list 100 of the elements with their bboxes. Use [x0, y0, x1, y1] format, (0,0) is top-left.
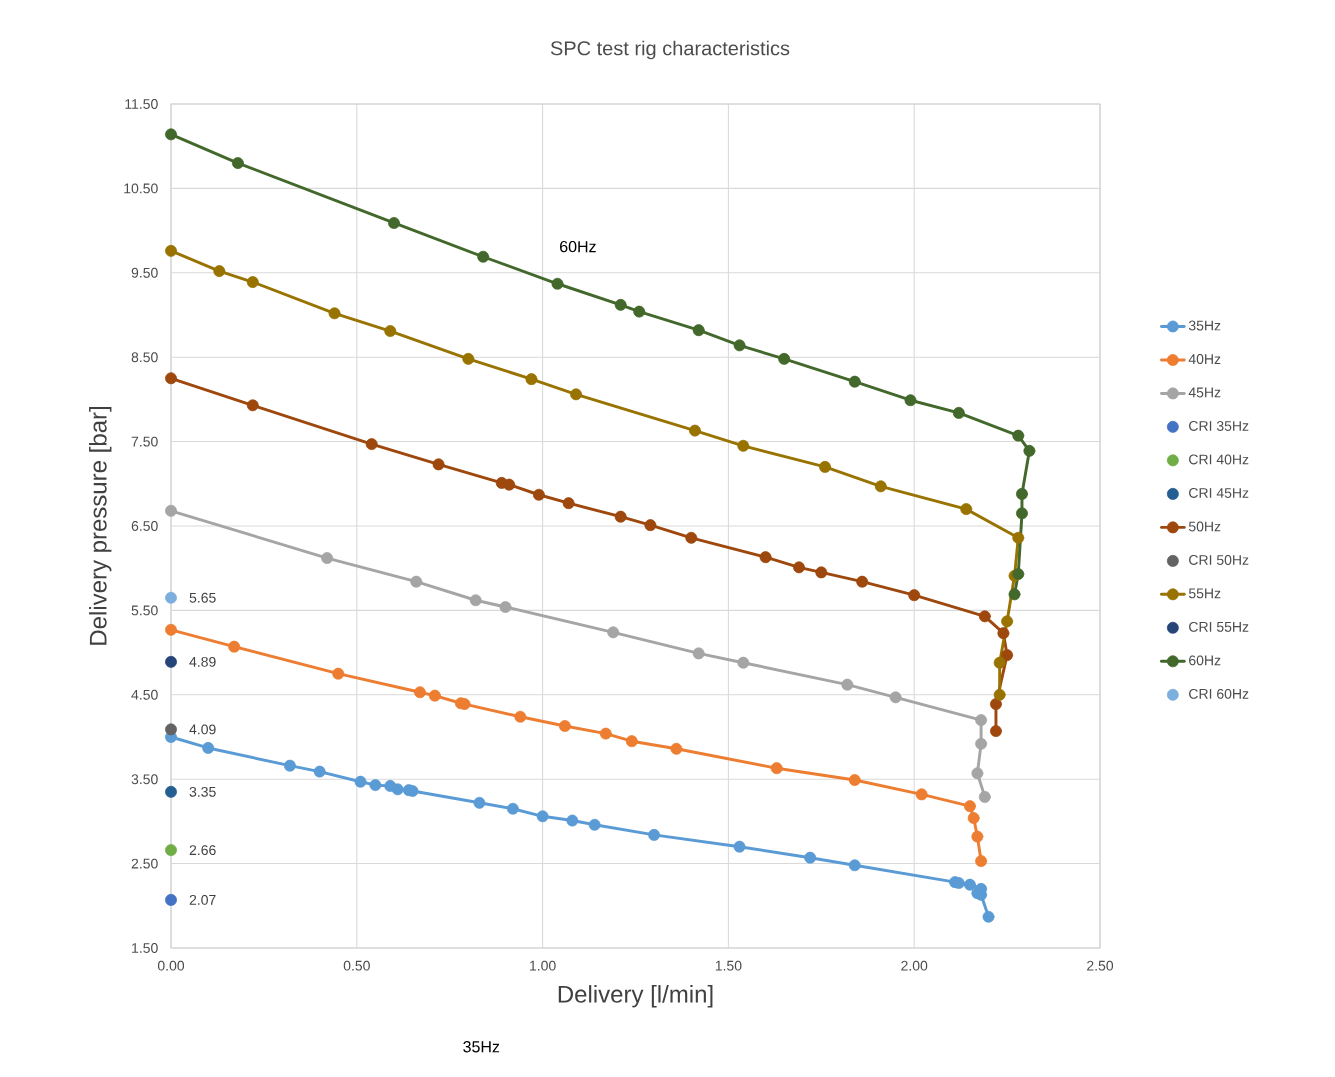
point [432, 458, 445, 471]
legend-label: 40Hz [1188, 354, 1221, 365]
point [228, 640, 241, 653]
point [321, 552, 334, 564]
point [978, 610, 991, 623]
point [904, 394, 917, 407]
point [778, 352, 791, 365]
point [815, 566, 828, 579]
point [793, 561, 805, 574]
point [978, 790, 991, 803]
x-tick-label: 1.50 [715, 960, 742, 971]
point [819, 460, 831, 473]
point [975, 714, 988, 727]
point [391, 783, 404, 796]
point [213, 265, 226, 278]
point [1008, 588, 1021, 601]
point [975, 737, 988, 750]
point [165, 844, 177, 857]
point [848, 774, 861, 786]
point [506, 802, 519, 815]
point [990, 698, 1002, 711]
x-tick-label: 0.50 [343, 960, 370, 971]
point [737, 439, 750, 452]
x-axis-title: Delivery [l/min] [558, 985, 713, 1008]
point [246, 276, 259, 289]
point [473, 796, 486, 809]
y-tick-label: 5.50 [131, 605, 158, 616]
legend-label: CRI 40Hz [1189, 454, 1249, 465]
point [514, 710, 527, 723]
point [384, 325, 397, 337]
point [607, 626, 620, 639]
point [614, 510, 627, 523]
point [1012, 429, 1025, 442]
point [993, 656, 1006, 669]
point [908, 589, 921, 602]
point [328, 307, 341, 320]
point [971, 767, 984, 780]
point [964, 800, 976, 813]
point [874, 480, 887, 493]
x-tick-label: 2.50 [1087, 960, 1114, 971]
point [428, 689, 441, 702]
legend-label: 55Hz [1188, 588, 1221, 599]
point [503, 478, 516, 491]
point [499, 601, 512, 613]
point [551, 277, 564, 290]
point [952, 406, 965, 419]
point [562, 497, 575, 510]
point [960, 503, 973, 516]
chart-title: SPC test rig characteristics [550, 40, 790, 60]
point [644, 519, 657, 532]
point [599, 727, 612, 740]
point [536, 810, 549, 823]
point [971, 830, 984, 843]
y-tick-label: 4.50 [131, 689, 158, 700]
y-tick-label: 10.50 [124, 183, 158, 194]
point [369, 779, 382, 792]
point [525, 373, 538, 386]
point [856, 575, 869, 588]
point [1012, 568, 1025, 581]
point [648, 828, 661, 841]
point [889, 691, 902, 704]
point [202, 742, 215, 754]
point [975, 855, 988, 867]
point [231, 157, 244, 170]
point [804, 851, 817, 864]
point [313, 765, 326, 778]
point [1001, 649, 1014, 662]
legend-label: 45Hz [1188, 387, 1221, 398]
point [737, 656, 750, 669]
legend-label: CRI 45Hz [1189, 488, 1249, 498]
point [532, 488, 545, 501]
y-tick-label: 2.50 [131, 858, 158, 869]
point [733, 840, 746, 853]
legend-label: 60Hz [1189, 655, 1221, 666]
data-label: 4.89 [189, 656, 216, 667]
point [685, 531, 698, 544]
point [283, 759, 296, 772]
point [354, 775, 367, 788]
point [982, 910, 995, 923]
point [1023, 444, 1036, 457]
point [165, 893, 177, 906]
point [165, 128, 177, 141]
point [165, 655, 177, 668]
point [165, 785, 177, 798]
legend-label: 50Hz [1188, 521, 1221, 532]
point [462, 352, 475, 365]
point [165, 723, 177, 736]
point [990, 725, 1002, 738]
x-tick-label: 2.00 [901, 960, 928, 971]
y-tick-label: 9.50 [131, 267, 158, 278]
point [633, 305, 646, 318]
point [967, 812, 980, 824]
y-tick-label: 11.50 [125, 99, 158, 109]
text: 35Hz [463, 1041, 500, 1053]
data-label: 4.09 [189, 724, 216, 735]
y-tick-label: 8.50 [131, 352, 158, 363]
point [964, 878, 976, 891]
point [469, 594, 482, 607]
point [1001, 615, 1014, 628]
x-tick-label: 1.00 [530, 960, 556, 971]
